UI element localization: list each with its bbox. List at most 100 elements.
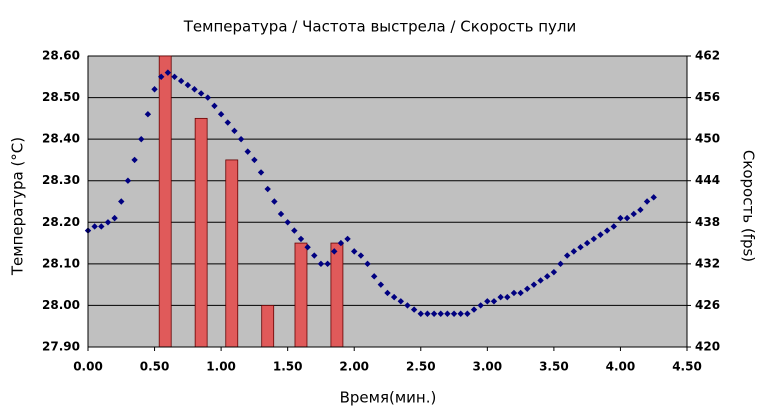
y2-tick-label: 438	[695, 215, 720, 229]
scatter-point	[98, 223, 105, 230]
scatter-point	[344, 235, 351, 243]
scatter-point	[557, 260, 564, 268]
scatter-point	[311, 252, 318, 259]
scatter-point	[643, 198, 651, 205]
scatter-point	[450, 310, 458, 317]
scatter-point	[404, 302, 411, 309]
scatter-point	[351, 248, 358, 255]
scatter-point	[284, 219, 291, 226]
scatter-point	[437, 310, 444, 317]
scatter-point	[184, 81, 192, 89]
scatter-point	[304, 244, 311, 251]
scatter-point	[590, 235, 598, 243]
scatter-point	[623, 214, 631, 222]
scatter-point	[91, 223, 98, 230]
y-axis-title: Температура (°C)	[9, 137, 27, 276]
scatter-point	[291, 227, 298, 234]
scatter-point	[364, 260, 371, 268]
scatter-point	[617, 214, 624, 222]
scatter-point	[271, 198, 278, 205]
bar	[294, 242, 308, 348]
scatter-point	[237, 135, 245, 143]
scatter-point	[637, 206, 644, 214]
y2-tick-label: 420	[695, 340, 720, 354]
scatter-point	[424, 310, 431, 317]
bar	[330, 242, 344, 348]
scatter-point	[337, 239, 345, 247]
scatter-point	[124, 177, 132, 184]
scatter-point	[131, 156, 138, 164]
scatter-point	[530, 281, 538, 288]
x-tick-label: 2.00	[339, 360, 369, 374]
x-tick-label: 3.50	[539, 360, 569, 374]
scatter-point	[417, 310, 424, 317]
scatter-point	[510, 289, 518, 297]
scatter-point	[257, 169, 265, 176]
scatter-point	[550, 268, 558, 276]
scatter-point	[204, 94, 211, 101]
scatter-point	[470, 306, 478, 313]
scatter-point	[570, 248, 578, 255]
bar	[225, 159, 239, 348]
scatter-point	[177, 77, 185, 85]
y-tick-label: 28.20	[42, 215, 80, 229]
scatter-point	[217, 111, 225, 118]
y2-tick-label: 444	[695, 173, 720, 187]
x-tick-label: 4.50	[672, 360, 702, 374]
scatter-point	[317, 260, 325, 268]
scatter-point	[484, 298, 491, 305]
y2-axis-title: Скорость (fps)	[740, 150, 758, 262]
x-axis-title: Время(мин.)	[340, 389, 437, 407]
x-tick-label: 0.00	[73, 360, 103, 374]
scatter-point	[324, 260, 331, 268]
scatter-point	[410, 306, 418, 313]
x-tick-label: 2.50	[406, 360, 436, 374]
y2-tick-label: 456	[695, 90, 720, 104]
scatter-point	[297, 235, 305, 243]
scatter-point	[384, 289, 391, 297]
scatter-point	[370, 273, 378, 280]
scatter-point	[524, 285, 531, 292]
y-tick-label: 27.90	[42, 340, 80, 354]
y2-tick-label: 462	[695, 49, 720, 63]
x-tick-label: 0.50	[140, 360, 170, 374]
scatter-point	[577, 244, 584, 251]
scatter-point	[537, 277, 544, 284]
y-tick-label: 28.50	[42, 90, 80, 104]
x-tick-label: 1.50	[273, 360, 303, 374]
scatter-point	[211, 102, 218, 110]
bar	[194, 117, 208, 348]
scatter-point	[151, 86, 158, 93]
scatter-point	[477, 302, 484, 309]
scatter-point	[650, 194, 657, 201]
scatter-point	[118, 198, 125, 205]
scatter-point	[457, 310, 464, 317]
scatter-point	[224, 119, 231, 126]
scatter-point	[544, 273, 551, 280]
scatter-point	[251, 156, 258, 164]
scatter-point	[603, 227, 611, 234]
scatter-point	[277, 210, 285, 218]
scatter-point	[357, 252, 365, 259]
scatter-point	[191, 86, 198, 93]
y-tick-label: 28.40	[42, 132, 80, 146]
y-tick-label: 28.60	[42, 49, 80, 63]
scatter-point	[444, 310, 451, 317]
scatter-point	[490, 298, 498, 305]
scatter-point	[390, 293, 398, 301]
y2-tick-label: 450	[695, 132, 720, 146]
chart-title: Температура / Частота выстрела / Скорост…	[183, 18, 577, 36]
scatter-point	[138, 135, 145, 143]
scatter-point	[231, 127, 238, 135]
scatter-point	[610, 223, 617, 230]
y2-tick-label: 426	[695, 298, 720, 312]
x-tick-label: 1.00	[206, 360, 236, 374]
x-tick-label: 4.00	[606, 360, 636, 374]
scatter-point	[104, 219, 112, 226]
scatter-point	[464, 310, 471, 317]
scatter-point	[430, 310, 438, 317]
scatter-point	[331, 248, 338, 255]
scatter-point	[197, 90, 205, 97]
y-tick-label: 28.10	[42, 256, 80, 270]
scatter-point	[111, 214, 118, 222]
